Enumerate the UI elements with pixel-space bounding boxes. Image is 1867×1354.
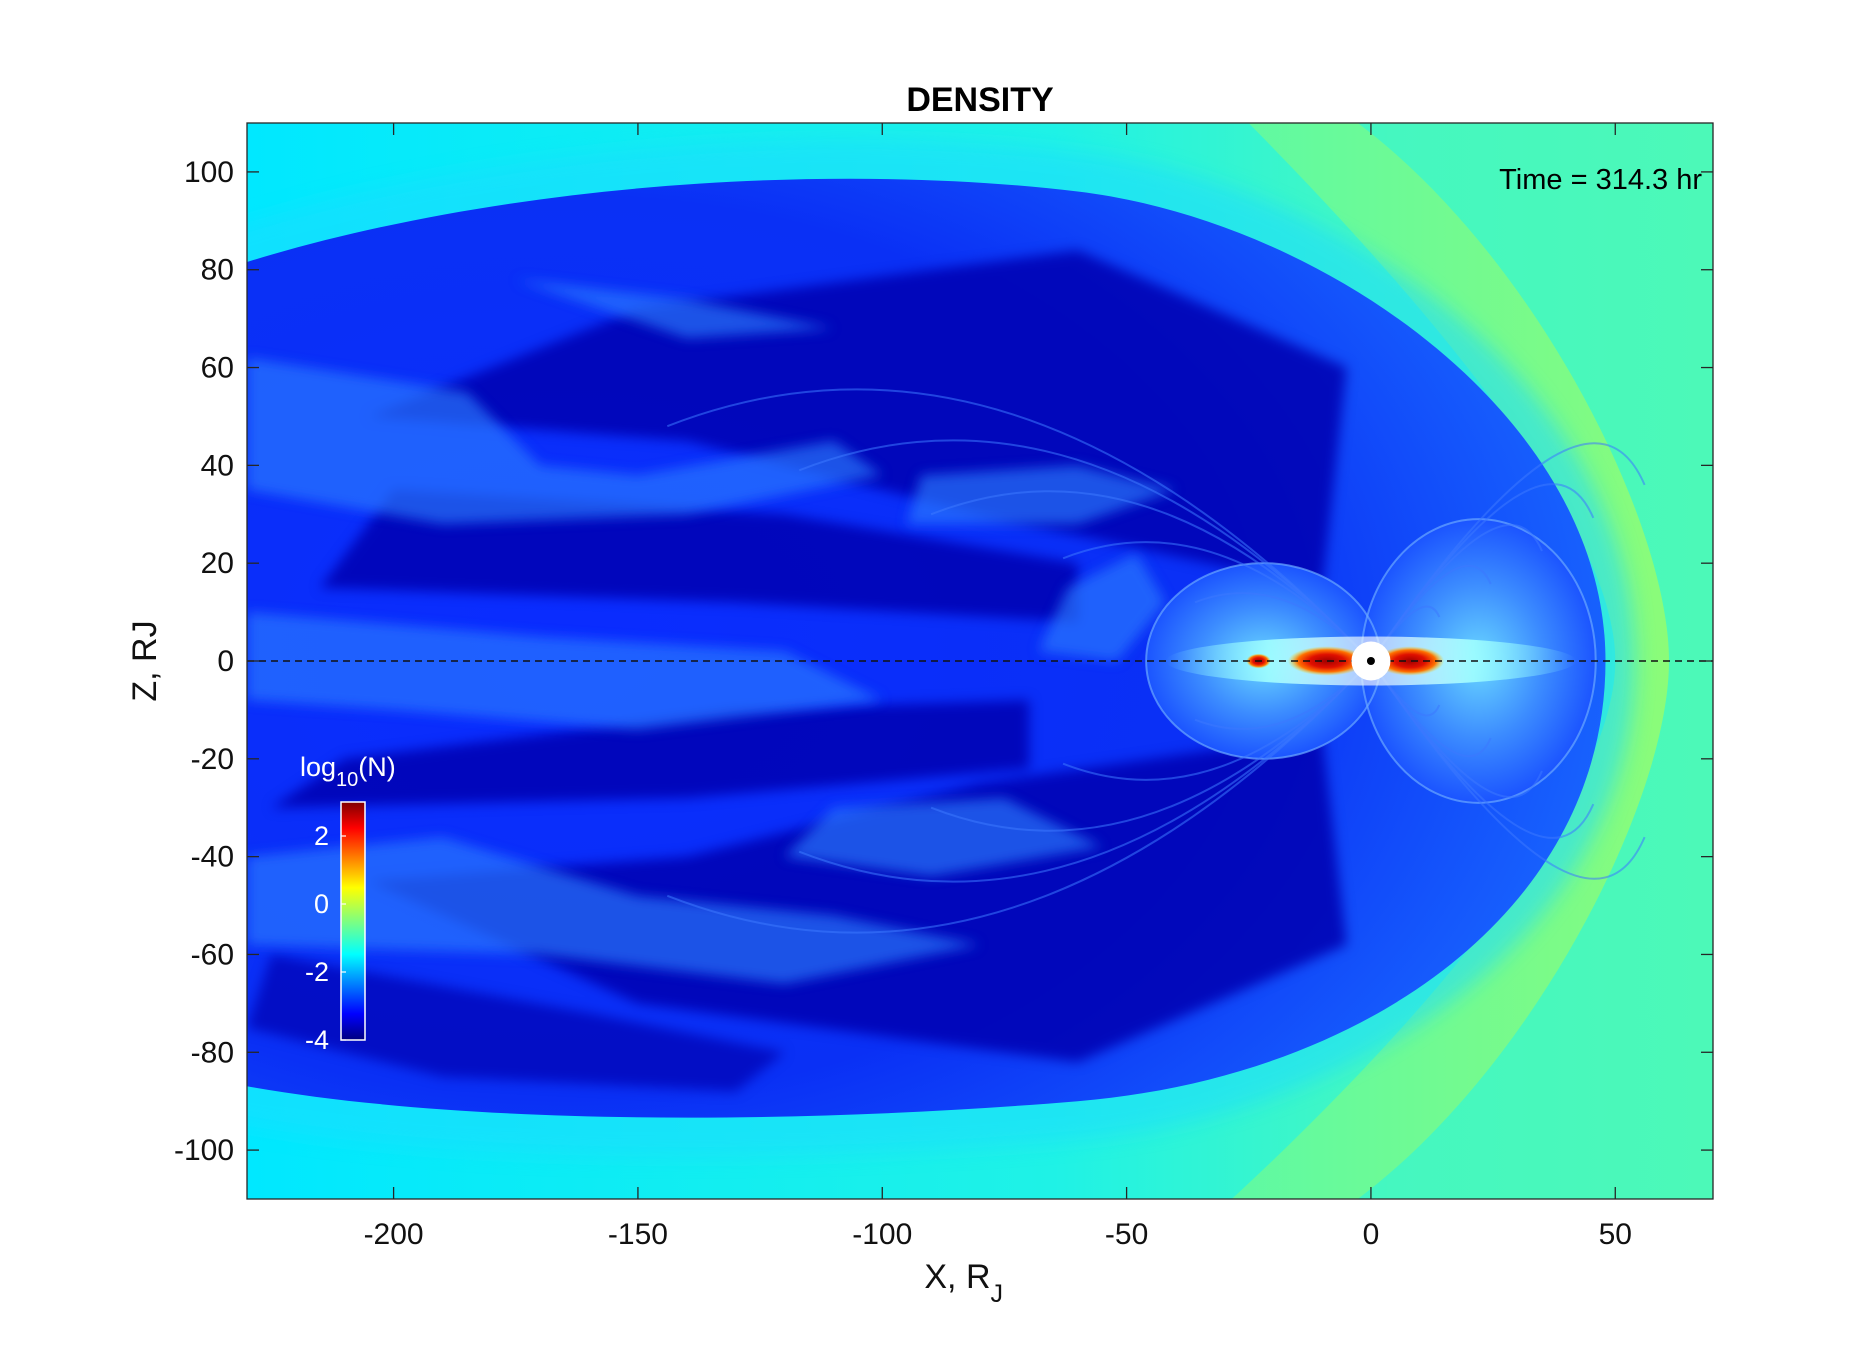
colorbar-tick-label: 0: [314, 889, 329, 919]
field-line: [798, 660, 1372, 883]
y-tick-label: -60: [191, 938, 234, 971]
field-lines: [666, 388, 1646, 934]
colorbar-tick-label: -4: [305, 1025, 329, 1055]
disk-nightside-hot: [1287, 646, 1367, 676]
y-tick-label: -20: [191, 743, 234, 776]
planet-center-marker: [1366, 657, 1375, 665]
y-tick-label: 0: [217, 645, 234, 678]
x-axis-label-main: X, R: [924, 1258, 990, 1296]
x-tick-label: -150: [608, 1218, 668, 1251]
colorbar: log10(N) 2 0 -2 -4: [300, 752, 396, 1055]
x-tick-label: 0: [1363, 1218, 1380, 1251]
plasma-streak: [784, 797, 1103, 877]
colorbar-label-main: log: [300, 752, 336, 782]
plasma-streak: [1038, 553, 1166, 661]
tail-lobe-region: [320, 489, 1078, 622]
chart-title: DENSITY: [906, 81, 1054, 119]
density-field: [247, 123, 1713, 1199]
plasma-streak: [247, 357, 883, 525]
tail-plasma-sheet: [247, 279, 1176, 984]
tail-lobe-region: [369, 734, 1347, 1063]
x-tick-label: -200: [364, 1218, 424, 1251]
plasma-streak: [515, 279, 834, 339]
y-axis-label: Z, RJ: [126, 620, 164, 701]
y-tick-label: 100: [184, 156, 234, 189]
magnetosheath-region: [1231, 123, 1669, 1199]
colorbar-label-tail: (N): [358, 752, 395, 782]
field-line: [930, 490, 1372, 662]
plasma-streak: [247, 612, 883, 730]
colorbar-scale: [340, 801, 366, 1041]
time-annotation: Time = 314.3 hr: [1499, 164, 1702, 196]
colorbar-tick-label: 2: [314, 821, 329, 851]
y-tick-label: 40: [201, 449, 234, 482]
field-line: [1370, 442, 1646, 662]
x-tick-label: 50: [1599, 1218, 1632, 1251]
y-tick-label: -100: [174, 1134, 234, 1167]
field-line: [666, 388, 1372, 662]
y-tick-label: 20: [201, 547, 234, 580]
y-tick-label: -80: [191, 1036, 234, 1069]
y-tick-label: 60: [201, 352, 234, 385]
x-axis-label: X, RJ: [924, 1258, 1003, 1308]
x-axis-label-subscript: J: [991, 1280, 1004, 1308]
colorbar-ticks: 2 0 -2 -4: [305, 821, 346, 1055]
tail-lobe-region: [247, 954, 785, 1092]
tail-lobes: [247, 250, 1347, 1092]
x-tick-label: -100: [852, 1218, 912, 1251]
colorbar-tick-label: -2: [305, 957, 329, 987]
colorbar-label-subscript: 10: [336, 769, 358, 791]
y-tick-label: 80: [201, 254, 234, 287]
field-line: [1370, 660, 1646, 880]
field-line: [666, 660, 1372, 934]
plasma-streak: [247, 837, 980, 984]
x-axis: -200 -150 -100 -50 0 50: [364, 123, 1632, 1251]
plasma-streak: [906, 465, 1176, 525]
colorbar-label: log10(N): [300, 752, 396, 791]
x-tick-label: -50: [1105, 1218, 1148, 1251]
disk-dayside-hot: [1375, 646, 1445, 676]
field-line: [798, 439, 1372, 662]
y-tick-label: -40: [191, 841, 234, 874]
field-line: [930, 660, 1372, 832]
tail-lobe-region: [271, 700, 1029, 808]
